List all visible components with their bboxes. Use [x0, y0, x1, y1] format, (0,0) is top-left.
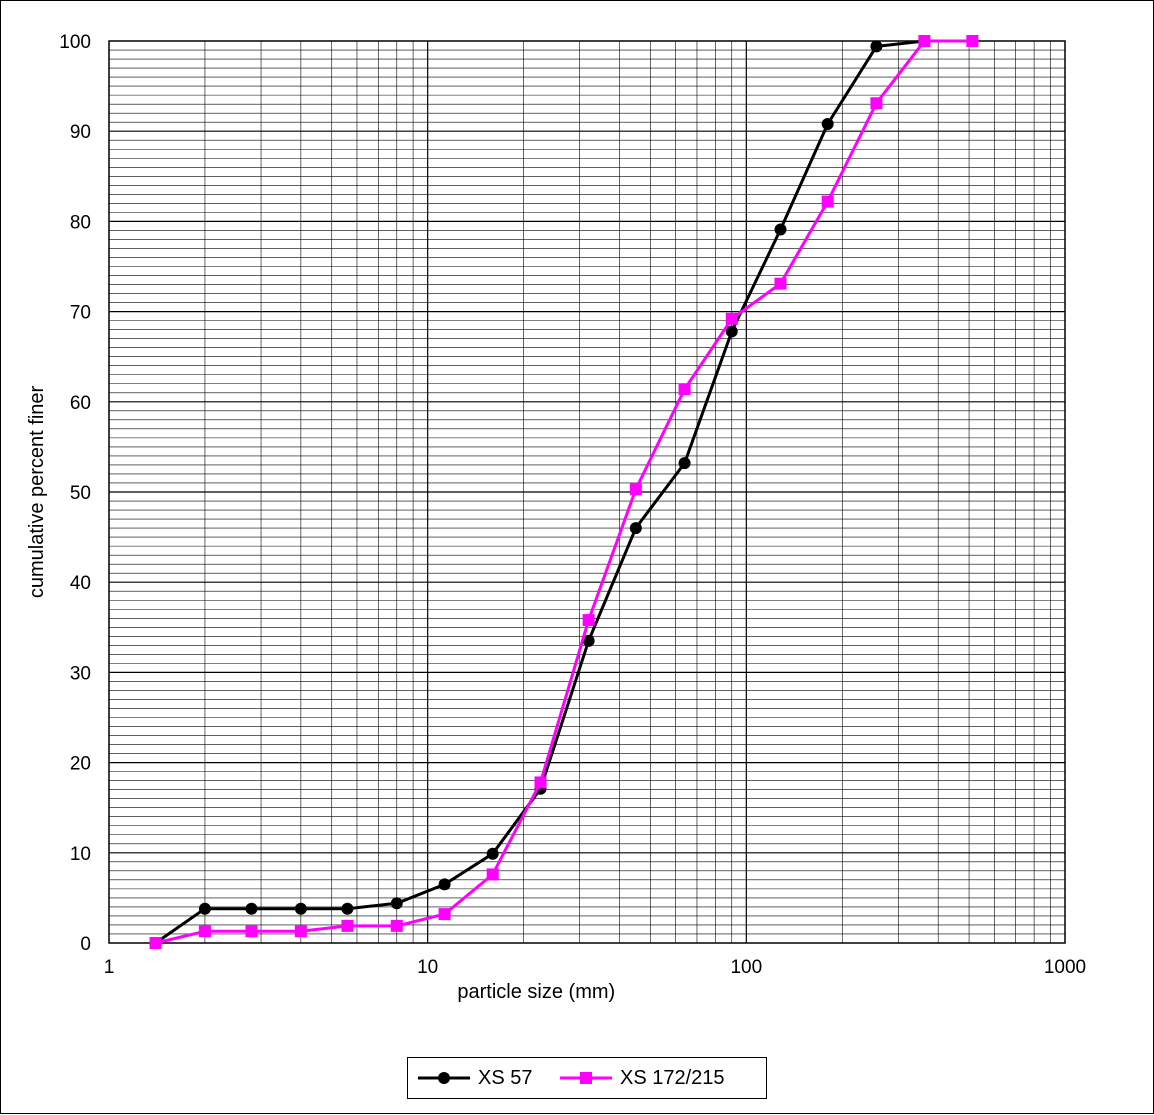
y-tick-label: 100 — [59, 32, 91, 53]
data-point — [294, 902, 307, 915]
data-point — [821, 195, 834, 208]
legend-entry-xs172: XS 172/215 — [558, 1058, 725, 1098]
data-point — [678, 383, 691, 396]
series-0 — [149, 35, 931, 949]
data-point — [725, 325, 738, 338]
y-tick-label: 60 — [70, 393, 91, 414]
data-point — [149, 937, 162, 949]
legend-swatch-xs172 — [560, 1072, 612, 1084]
y-tick-label: 40 — [70, 573, 91, 594]
grid-major — [109, 41, 1065, 943]
x-tick-labels: 1 10 100 1000 — [104, 957, 1086, 978]
data-point — [390, 919, 403, 932]
data-point — [486, 847, 499, 860]
data-point — [774, 277, 787, 290]
data-point — [774, 223, 787, 236]
data-point — [390, 897, 403, 910]
x-tick-label: 1 — [104, 957, 115, 978]
legend-label-xs57: XS 57 — [478, 1066, 533, 1089]
y-tick-label: 70 — [70, 303, 91, 324]
data-point — [438, 908, 451, 921]
data-point — [629, 483, 642, 496]
y-tick-label: 80 — [70, 212, 91, 233]
y-tick-label: 50 — [70, 483, 91, 504]
data-point — [821, 117, 834, 130]
data-point — [582, 614, 595, 627]
x-tick-label: 100 — [730, 957, 762, 978]
series-layer — [149, 35, 979, 949]
legend-swatch-xs57 — [418, 1072, 470, 1084]
data-point — [341, 919, 354, 932]
data-point — [629, 522, 642, 535]
data-point — [534, 776, 547, 789]
y-tick-label: 90 — [70, 122, 91, 143]
y-tick-label: 20 — [70, 754, 91, 775]
data-point — [725, 312, 738, 325]
series-1 — [149, 35, 979, 949]
data-point — [438, 878, 451, 891]
data-point — [486, 868, 499, 881]
data-point — [870, 40, 883, 53]
data-point — [198, 925, 211, 938]
series-line — [155, 39, 973, 945]
y-tick-label: 30 — [70, 663, 91, 684]
y-tick-labels: 0 10 20 30 40 50 60 70 80 90 100 — [59, 32, 91, 955]
data-point — [294, 925, 307, 938]
x-axis-title: particle size (mm) — [457, 981, 615, 1003]
legend-label-xs172: XS 172/215 — [620, 1066, 725, 1089]
plot-border — [108, 40, 1066, 944]
data-point — [678, 457, 691, 470]
legend: XS 57 XS 172/215 — [407, 1057, 767, 1099]
data-point — [918, 35, 931, 47]
data-point — [966, 35, 979, 47]
data-point — [198, 902, 211, 915]
x-tick-label: 10 — [417, 957, 438, 978]
y-axis-title: cumulative percent finer — [26, 386, 48, 599]
data-point — [245, 902, 258, 915]
data-point — [245, 925, 258, 938]
legend-entry-xs57: XS 57 — [416, 1058, 532, 1098]
x-tick-label: 1000 — [1044, 957, 1086, 978]
data-point — [341, 902, 354, 915]
data-point — [582, 634, 595, 647]
y-tick-label: 0 — [80, 934, 91, 955]
data-point — [870, 97, 883, 110]
y-tick-label: 10 — [70, 844, 91, 865]
